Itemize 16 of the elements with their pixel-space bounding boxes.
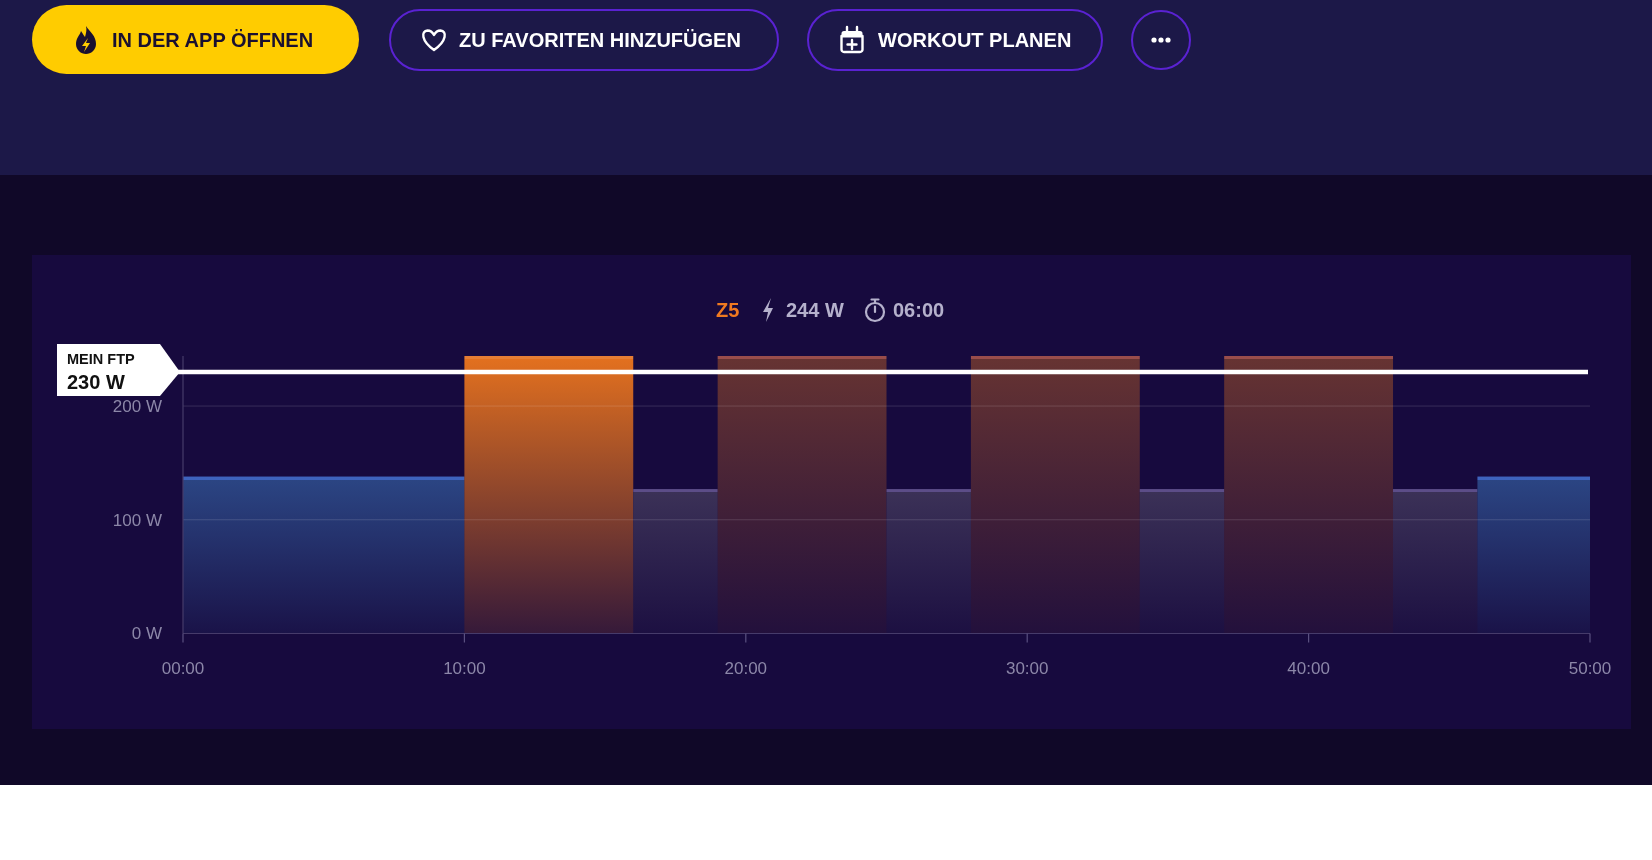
- x-tick-label: 40:00: [1287, 659, 1330, 678]
- text: IN DER APP ÖFFNEN: [112, 29, 314, 51]
- text: ZU FAVORITEN HINZUFÜGEN: [459, 29, 741, 51]
- y-tick-label: 200 W: [112, 396, 162, 416]
- x-tick-label: 00:00: [161, 659, 205, 678]
- text: WORKOUT PLANEN: [878, 29, 1072, 51]
- y-tick-label: 100 W: [112, 510, 162, 530]
- text: 244 W: [786, 299, 844, 321]
- text: Z5: [716, 299, 740, 321]
- y-tick-label: 0 W: [131, 624, 162, 644]
- x-tick-label: 20:00: [724, 659, 768, 678]
- x-tick-label: 30:00: [1005, 659, 1049, 678]
- x-tick-label: 10:00: [443, 659, 486, 678]
- x-tick-label: 50:00: [1568, 659, 1612, 678]
- text: 06:00: [893, 299, 945, 321]
- ref-line-label: MEIN FTP 230 W: [67, 350, 135, 393]
